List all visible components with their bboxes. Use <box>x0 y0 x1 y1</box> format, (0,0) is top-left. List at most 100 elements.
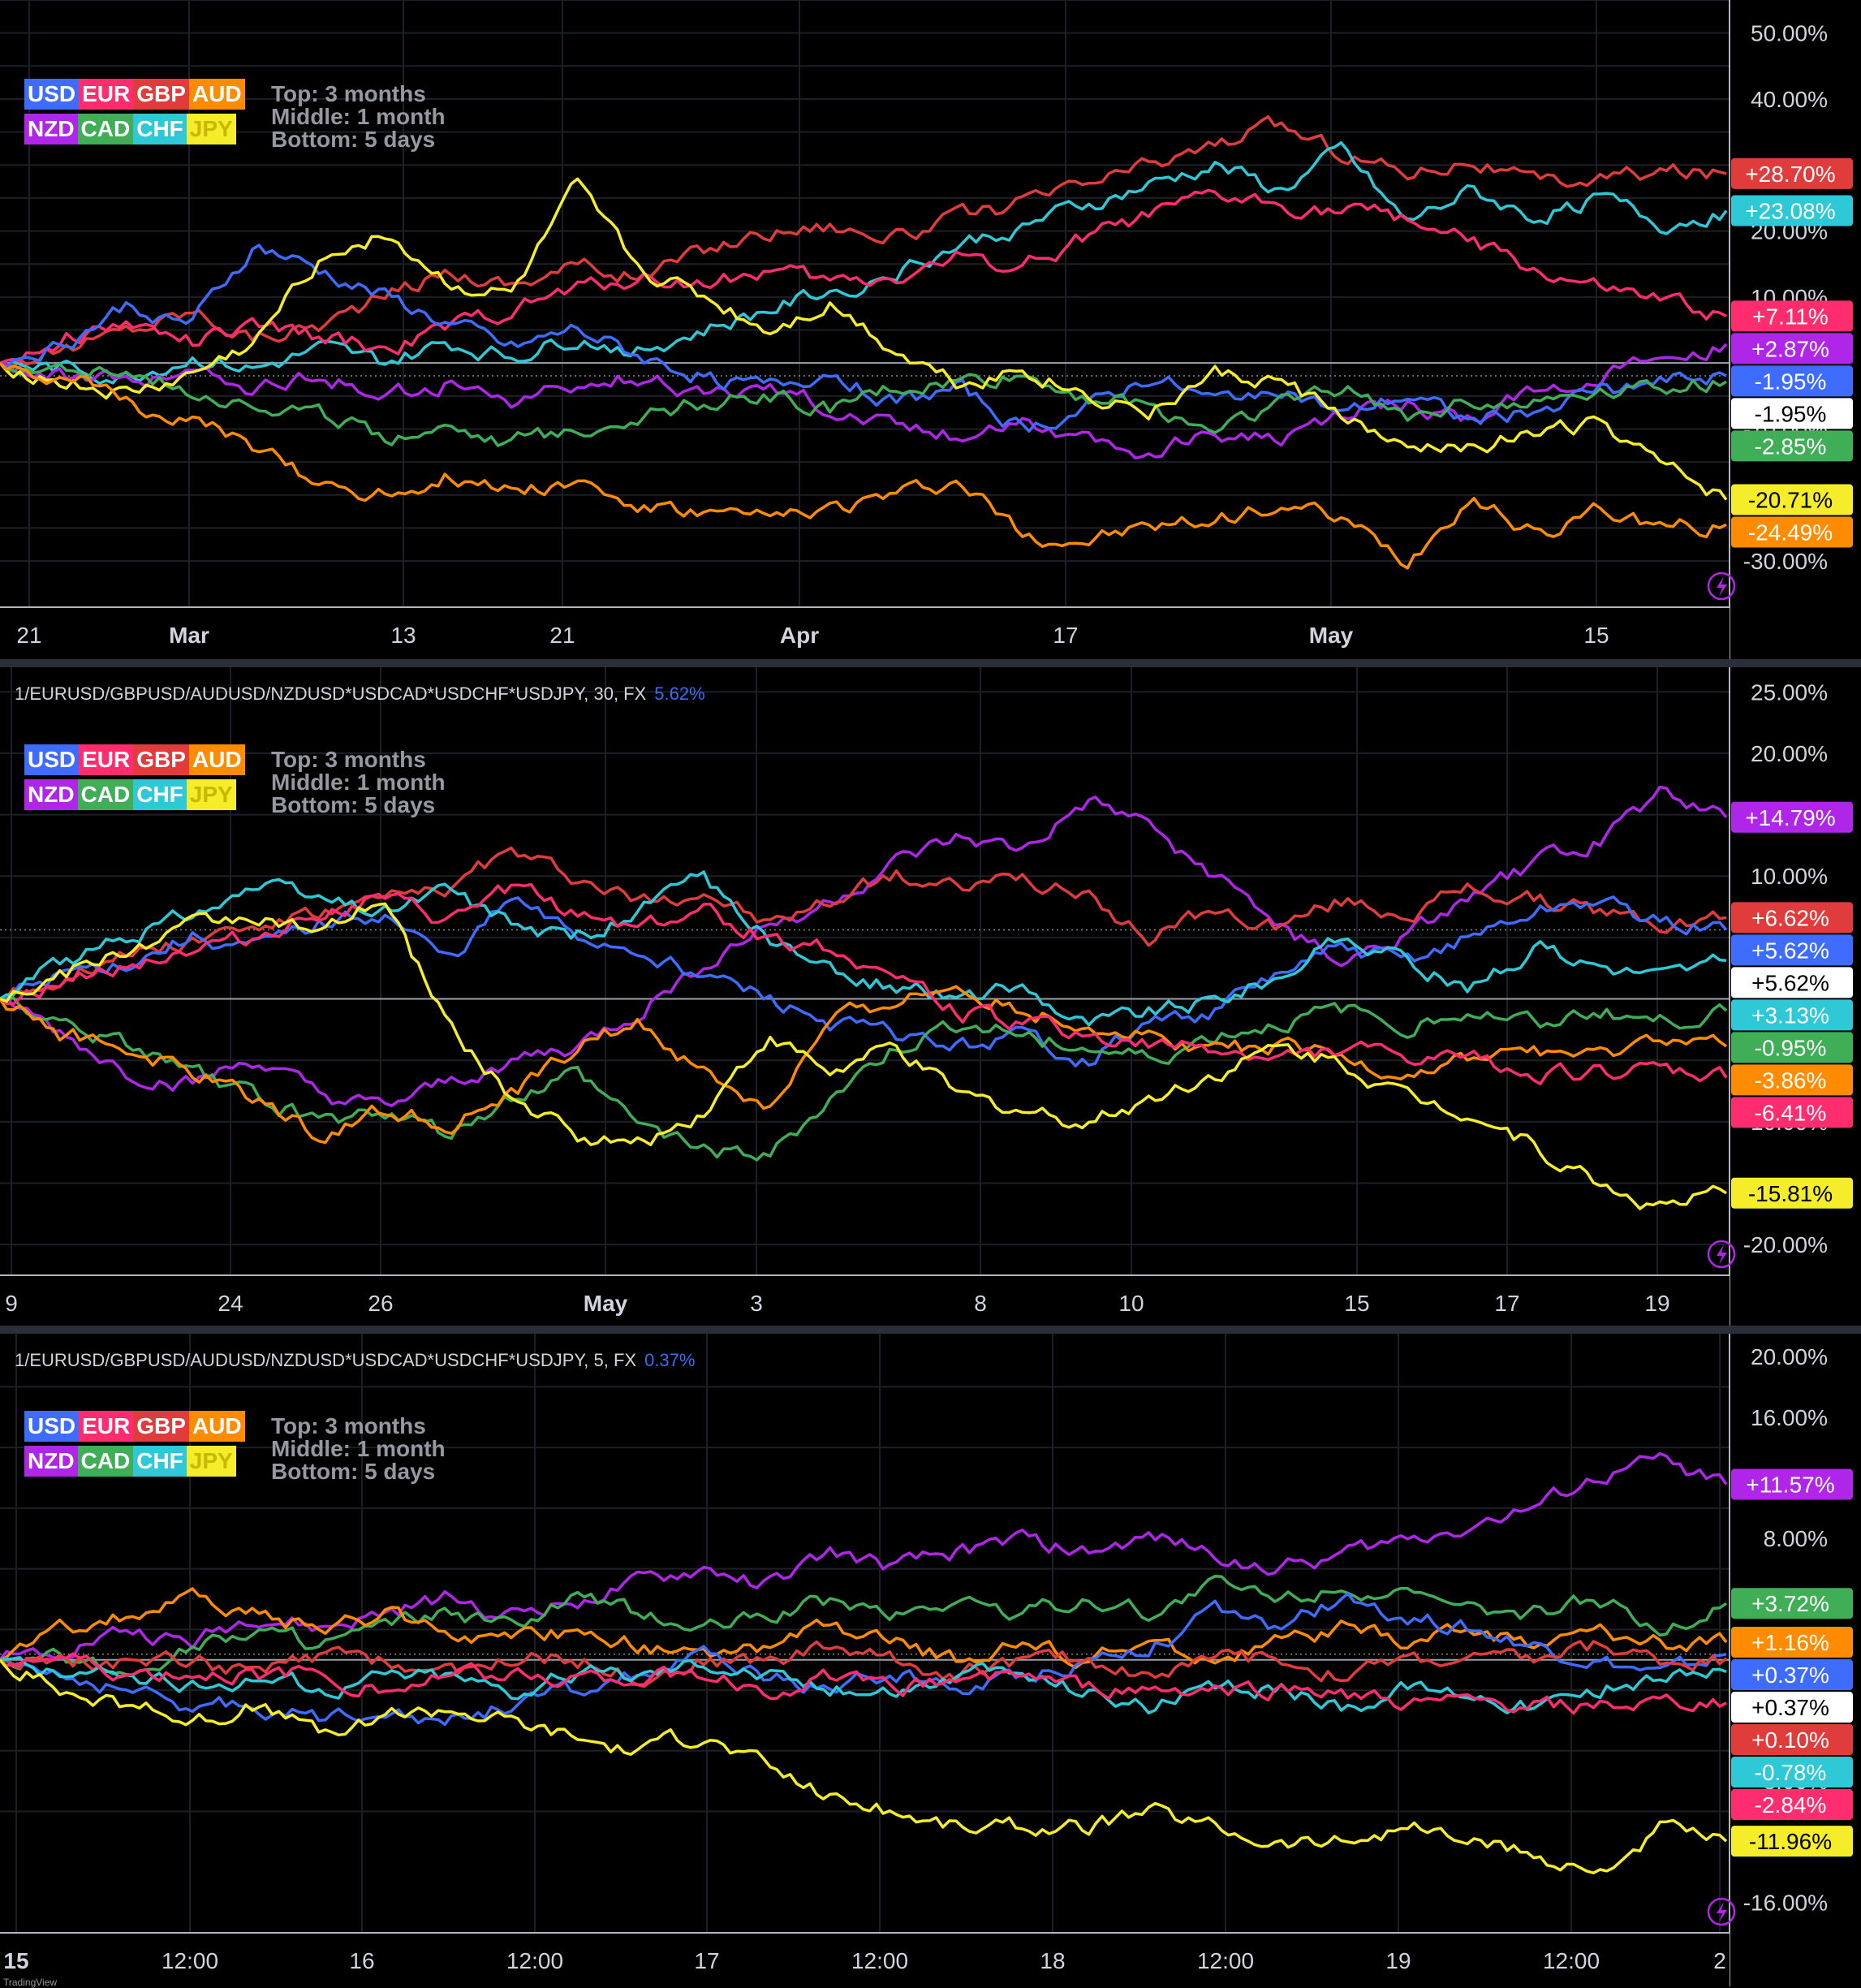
note-top: Top: 3 months <box>271 1413 426 1438</box>
legend-tag-usd: USD <box>24 1411 80 1442</box>
panel-separator[interactable] <box>0 1326 1861 1334</box>
x-tick-label: 2 <box>1713 1948 1726 1973</box>
timeframe-notes: Top: 3 months Middle: 1 month Bottom: 5 … <box>271 83 446 151</box>
svg-text:+28.70%: +28.70% <box>1745 162 1835 187</box>
chart-svg-bottom[interactable]: 20.00%16.00%8.00%-8.00%-16.00%+11.57%+3.… <box>0 1334 1861 1986</box>
legend-tag-usd: USD <box>24 744 80 775</box>
x-tick-label: Mar <box>169 623 209 648</box>
series-line-jpy <box>0 177 1728 501</box>
note-middle: Middle: 1 month <box>271 770 446 795</box>
end-label-eur: -6.41% <box>1731 1097 1853 1128</box>
legend-tag-gbp: GBP <box>133 744 189 775</box>
svg-text:+14.79%: +14.79% <box>1745 805 1835 830</box>
x-tick-label: 8 <box>974 1291 987 1316</box>
legend-tag-aud: AUD <box>188 79 245 110</box>
legend-tag-eur: EUR <box>79 79 134 110</box>
series-line-usd <box>0 1592 1727 1727</box>
x-tick-label: 12:00 <box>1543 1948 1600 1973</box>
chart-panel-top[interactable]: 50.00% 40.00% 20.00% 10.00% -10.00% -30.00% +2… <box>0 0 1861 666</box>
legend-tag-usd: USD <box>24 79 80 110</box>
chart-svg-middle[interactable]: 25.00%20.00%10.00%-10.00%-20.00%+14.79%+… <box>0 667 1861 1330</box>
y-tick-label: -20.00% <box>1743 1232 1828 1257</box>
y-tick-label: 50.00% <box>1751 21 1828 46</box>
y-tick-label: 25.00% <box>1751 679 1828 705</box>
note-bottom: Bottom: 5 days <box>271 1459 436 1484</box>
series-line-cad <box>0 1574 1727 1677</box>
svg-text:+3.72%: +3.72% <box>1751 1591 1829 1616</box>
svg-text:-20.71%: -20.71% <box>1748 488 1833 513</box>
end-label-jpy: -20.71% <box>1731 484 1853 515</box>
legend-row-2: NZD CAD CHF JPY <box>24 1446 245 1477</box>
price-marker-label: -1.95% <box>1731 398 1853 429</box>
series-line-chf <box>0 870 1727 1027</box>
legend-tag-chf: CHF <box>133 779 187 810</box>
y-tick-label: 10.00% <box>1751 864 1828 889</box>
y-tick-label: -16.00% <box>1743 1891 1828 1916</box>
x-tick-label: May <box>1309 623 1354 648</box>
svg-text:+0.37%: +0.37% <box>1751 1695 1829 1720</box>
series-line-chf <box>0 140 1728 386</box>
legend-row-1: USD EUR GBP AUD <box>24 79 245 110</box>
note-bottom: Bottom: 5 days <box>271 792 436 817</box>
panel-separator[interactable] <box>0 659 1861 667</box>
timeframe-notes: Top: 3 months Middle: 1 month Bottom: 5 … <box>271 1415 446 1483</box>
legend-tag-eur: EUR <box>79 744 134 775</box>
currency-legend: USD EUR GBP AUD NZD CAD CHF JPY <box>24 744 245 814</box>
series-line-aud <box>0 361 1727 570</box>
currency-legend: USD EUR GBP AUD NZD CAD CHF JPY <box>24 1411 245 1481</box>
legend-tag-nzd: NZD <box>24 114 78 144</box>
legend-tag-chf: CHF <box>133 1446 187 1477</box>
y-tick-label: 20.00% <box>1751 741 1828 766</box>
y-tick-label: -30.00% <box>1743 549 1828 574</box>
chart-svg-top[interactable]: 50.00%40.00%20.00%10.00%-10.00%-30.00%+2… <box>0 0 1861 666</box>
end-label-usd: +0.37% <box>1731 1659 1853 1691</box>
svg-text:+5.62%: +5.62% <box>1751 938 1829 963</box>
svg-text:+1.16%: +1.16% <box>1751 1630 1829 1655</box>
note-middle: Middle: 1 month <box>271 1436 446 1461</box>
svg-text:-2.85%: -2.85% <box>1755 433 1827 459</box>
note-middle: Middle: 1 month <box>271 104 446 129</box>
grid <box>0 667 1730 1275</box>
x-tick-label: 10 <box>1118 1291 1144 1316</box>
svg-text:+5.62%: +5.62% <box>1751 970 1829 995</box>
svg-text:+0.10%: +0.10% <box>1751 1727 1829 1753</box>
x-tick-label: 15 <box>1583 623 1609 648</box>
chart-panel-middle[interactable]: 25.00%20.00%10.00%-10.00%-20.00%+14.79%+… <box>0 667 1861 1330</box>
end-label-gbp: +28.70% <box>1731 157 1853 189</box>
series-line-jpy <box>0 902 1727 1210</box>
svg-text:-11.96%: -11.96% <box>1749 1829 1832 1854</box>
x-tick-label: Apr <box>780 623 819 648</box>
end-label-aud: -3.86% <box>1731 1064 1853 1096</box>
time-axis <box>0 607 1730 659</box>
y-tick-label: 20.00% <box>1751 1344 1828 1369</box>
end-label-chf: +23.08% <box>1731 195 1853 226</box>
lightning-icon <box>1707 571 1736 601</box>
svg-text:-3.86%: -3.86% <box>1755 1067 1827 1093</box>
end-label-gbp: +6.62% <box>1731 902 1853 934</box>
end-label-aud: -24.49% <box>1731 516 1853 548</box>
x-tick-label: 17 <box>1053 623 1078 648</box>
legend-tag-cad: CAD <box>77 779 134 810</box>
series-line-eur <box>0 188 1727 364</box>
x-tick-label: 13 <box>390 623 416 648</box>
x-tick-label: 26 <box>368 1291 393 1316</box>
x-tick-label: 17 <box>1494 1291 1519 1316</box>
svg-text:-6.41%: -6.41% <box>1755 1100 1827 1125</box>
x-tick-label: 19 <box>1385 1948 1411 1973</box>
end-label-jpy: -15.81% <box>1731 1177 1853 1209</box>
legend-tag-aud: AUD <box>188 1411 245 1442</box>
svg-text:-1.95%: -1.95% <box>1755 401 1827 426</box>
legend-tag-jpy: JPY <box>186 779 236 810</box>
chart-panel-bottom[interactable]: 20.00%16.00%8.00%-8.00%-16.00%+11.57%+3.… <box>0 1334 1861 1986</box>
legend-tag-nzd: NZD <box>24 779 78 810</box>
svg-text:-0.78%: -0.78% <box>1755 1760 1827 1785</box>
svg-text:-15.81%: -15.81% <box>1748 1181 1833 1206</box>
series-line-gbp <box>0 114 1727 369</box>
symbol-text: 1/EURUSD/GBPUSD/AUDUSD/NZDUSD*USDCAD*USD… <box>15 684 647 704</box>
svg-text:+6.62%: +6.62% <box>1751 905 1829 930</box>
svg-text:-2.84%: -2.84% <box>1755 1792 1827 1818</box>
y-tick-label: 16.00% <box>1751 1405 1828 1430</box>
legend-tag-gbp: GBP <box>133 1411 189 1442</box>
end-label-aud: +1.16% <box>1731 1627 1853 1658</box>
time-axis <box>0 1933 1730 1986</box>
